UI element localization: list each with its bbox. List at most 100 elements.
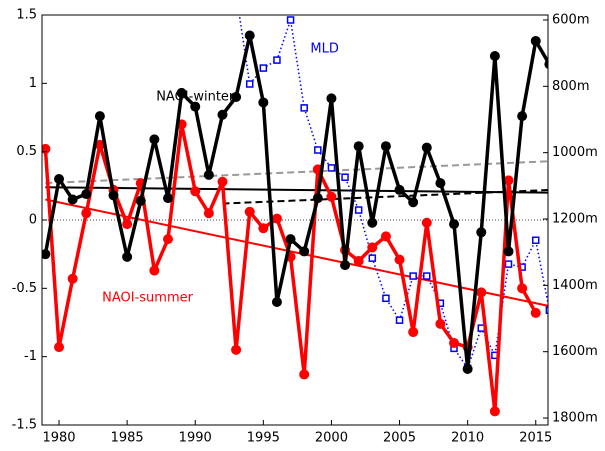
- point: [162, 234, 173, 245]
- point: [421, 217, 432, 228]
- point: [544, 59, 548, 70]
- x-tick-label: 1990: [179, 431, 212, 446]
- point: [94, 111, 105, 122]
- point: [435, 178, 446, 189]
- point: [54, 174, 65, 184]
- annotation: NAOI-summer: [102, 290, 193, 305]
- y2-tick-label: 600m: [552, 12, 589, 27]
- point: [354, 206, 363, 214]
- point: [462, 363, 473, 374]
- point: [314, 146, 322, 154]
- y-tick-label: 1.5: [16, 8, 37, 23]
- y-tick-label: 0: [29, 213, 37, 228]
- y-tick-label: -1: [24, 349, 37, 364]
- point: [312, 193, 323, 204]
- y-tick-label: 1: [29, 76, 37, 91]
- point: [203, 208, 214, 219]
- point: [162, 193, 173, 204]
- point: [135, 195, 146, 206]
- point: [380, 231, 391, 242]
- point: [531, 236, 540, 244]
- x-tick-label: 1980: [42, 431, 75, 446]
- y2-tick-label: 1400m: [552, 278, 598, 293]
- point: [54, 342, 65, 353]
- y-tick-label: 0.5: [16, 144, 37, 159]
- point: [67, 273, 78, 284]
- point: [108, 190, 119, 201]
- point: [122, 219, 133, 230]
- point: [489, 51, 500, 61]
- point: [176, 87, 187, 98]
- point: [408, 197, 419, 208]
- x-tick-label: 1995: [247, 431, 280, 446]
- point: [300, 104, 308, 112]
- point: [449, 219, 460, 230]
- point: [326, 93, 337, 104]
- point: [395, 316, 404, 324]
- point: [327, 164, 336, 172]
- trend-line: [45, 186, 548, 194]
- point: [258, 97, 269, 108]
- y2-tick-label: 1800m: [552, 411, 598, 426]
- point: [231, 344, 242, 355]
- point: [67, 194, 78, 205]
- y-tick-label: -1.5: [12, 418, 37, 433]
- point: [299, 246, 310, 257]
- point: [94, 139, 105, 150]
- point: [503, 175, 514, 186]
- point: [203, 169, 214, 180]
- point: [517, 283, 528, 294]
- point: [489, 406, 500, 417]
- point: [449, 338, 460, 348]
- trend-line: [45, 160, 548, 185]
- point: [42, 249, 51, 260]
- point: [367, 242, 378, 253]
- point: [81, 189, 92, 200]
- point: [380, 141, 391, 152]
- x-tick-label: 1985: [111, 431, 144, 446]
- y2-tick-label: 800m: [552, 79, 589, 94]
- point: [421, 142, 432, 153]
- point: [244, 206, 255, 217]
- x-tick-label: 2000: [315, 431, 348, 446]
- y2-tick-label: 1000m: [552, 145, 598, 160]
- point: [217, 176, 228, 187]
- point: [285, 234, 296, 245]
- point: [231, 92, 242, 102]
- point: [271, 213, 282, 224]
- point: [530, 307, 541, 318]
- point: [423, 272, 431, 280]
- point: [190, 101, 201, 112]
- point: [149, 134, 160, 145]
- annotation: NAOI-winter: [156, 90, 235, 105]
- point: [341, 173, 349, 181]
- point: [368, 254, 377, 262]
- y-tick-label: -0.5: [12, 281, 37, 296]
- point: [149, 265, 160, 276]
- point: [435, 318, 446, 329]
- point: [122, 251, 133, 262]
- point: [245, 80, 254, 88]
- point: [190, 186, 201, 197]
- point: [244, 30, 255, 41]
- point: [258, 223, 269, 234]
- point: [259, 64, 268, 72]
- point: [503, 246, 514, 257]
- point: [476, 287, 487, 298]
- series-line: [43, 33, 548, 371]
- x-tick-label: 2010: [451, 431, 484, 446]
- x-tick-label: 2005: [383, 431, 416, 446]
- point: [286, 16, 295, 24]
- point: [299, 369, 310, 380]
- point: [504, 260, 513, 268]
- point: [217, 109, 228, 120]
- point: [517, 111, 528, 122]
- point: [394, 254, 405, 265]
- annotation: MLD: [310, 42, 338, 57]
- point: [353, 256, 364, 266]
- point: [408, 327, 419, 338]
- point: [394, 184, 405, 195]
- point: [273, 56, 281, 64]
- point: [545, 306, 548, 314]
- y2-tick-label: 1200m: [552, 212, 598, 227]
